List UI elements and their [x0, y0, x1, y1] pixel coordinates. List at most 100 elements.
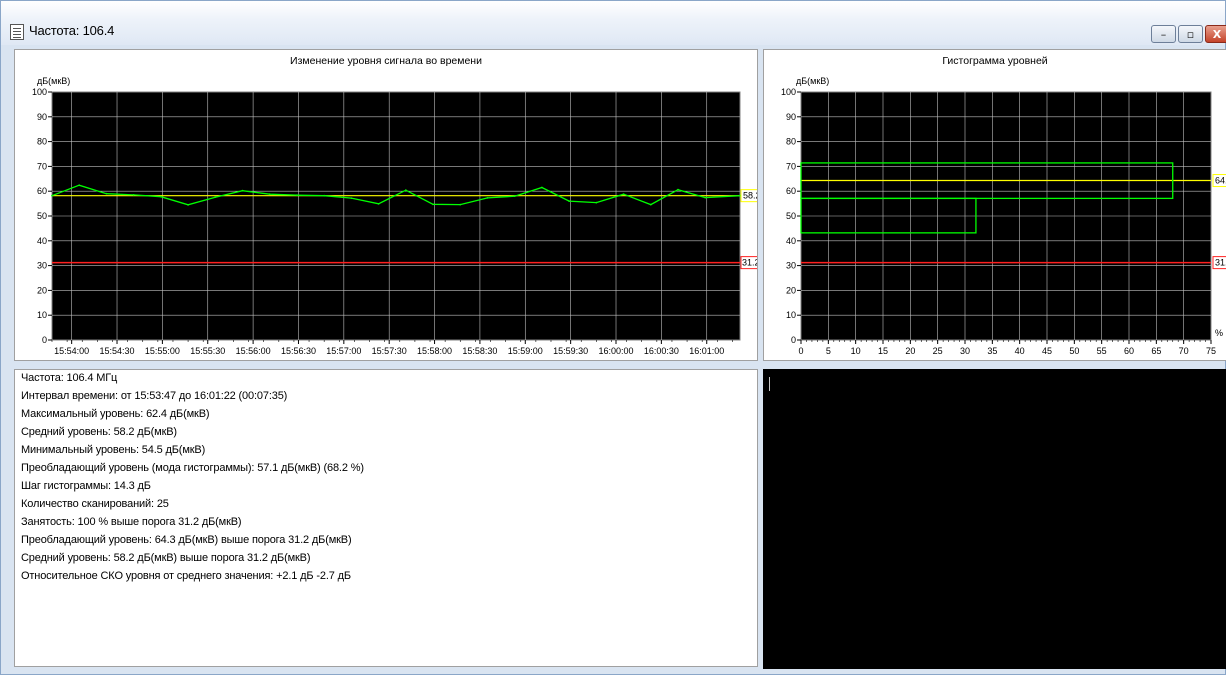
time-x-tick-label: 16:00:30	[644, 346, 679, 356]
hist-threshold-label: 31.2	[1215, 258, 1226, 268]
histogram-title: Гистограмма уровней	[942, 55, 1048, 67]
hist-x-unit: %	[1215, 328, 1223, 338]
time-x-tick-label: 16:00:00	[598, 346, 633, 356]
signal-level-point	[432, 203, 434, 206]
signal-level-point	[350, 197, 353, 200]
close-button[interactable]: X	[1205, 25, 1226, 43]
time-x-tick-label: 15:56:00	[236, 346, 271, 356]
hist-y-tick-label: 100	[781, 87, 796, 97]
signal-level-point	[739, 194, 741, 197]
hist-y-tick-label: 60	[786, 186, 796, 196]
time-y-tick-label: 90	[37, 112, 47, 122]
time-x-tick-label: 15:55:00	[145, 346, 180, 356]
info-mode-level: Преобладающий уровень (мода гистограммы)…	[21, 462, 364, 474]
average-label-box	[740, 189, 757, 203]
hist-y-tick-label: 90	[786, 112, 796, 122]
hist-y-tick-label: 80	[786, 137, 796, 147]
time-chart: 0 10 20 30 40 50 60 70 80 90 100 15:54:00 15:54:30 15…	[32, 87, 757, 356]
hist-x-tick-label: 75	[1206, 346, 1216, 356]
time-y-tick-label: 30	[37, 261, 47, 271]
time-x-tick-label: 15:58:00	[417, 346, 452, 356]
time-x-tick-label: 15:57:30	[372, 346, 407, 356]
hist-x-tick-label: 35	[987, 346, 997, 356]
signal-level-point	[187, 203, 189, 206]
signal-level-point	[78, 184, 81, 187]
time-x-tick-label: 16:01:00	[689, 346, 724, 356]
hist-y-tick-label: 50	[786, 211, 796, 221]
time-y-tick-label: 80	[37, 137, 47, 147]
histogram-panel: Гистограмма уровней дБ(мкВ) 0 10 20 30 40 50 6…	[763, 49, 1226, 361]
info-hist-step: Шаг гистограммы: 14.3 дБ	[21, 480, 151, 492]
time-y-tick-label: 50	[37, 211, 47, 221]
hist-y-tick-label: 70	[786, 161, 796, 171]
time-x-tick-label: 15:55:30	[190, 346, 225, 356]
signal-level-point	[214, 196, 217, 199]
info-occupancy: Занятость: 100 % выше порога 31.2 дБ(мкВ…	[21, 516, 242, 528]
signal-level-point	[568, 200, 571, 203]
hist-x-tick-label: 50	[1069, 346, 1079, 356]
threshold-label-box	[740, 256, 757, 270]
signal-level-point	[677, 188, 679, 191]
time-chart-title: Изменение уровня сигнала во времени	[290, 55, 482, 67]
hist-y-tick-label: 20	[786, 285, 796, 295]
hist-x-tick-label: 40	[1015, 346, 1025, 356]
info-max-level: Максимальный уровень: 62.4 дБ(мкВ)	[21, 408, 210, 420]
info-frequency: Частота: 106.4 МГц	[21, 372, 118, 384]
hist-x-tick-label: 45	[1042, 346, 1052, 356]
hist-x-tick-label: 60	[1124, 346, 1134, 356]
signal-level-point	[377, 202, 380, 205]
time-y-tick-label: 40	[37, 236, 47, 246]
time-x-tick-label: 15:59:30	[553, 346, 588, 356]
histogram-bin	[800, 162, 1174, 200]
hist-threshold-label-box	[1212, 256, 1226, 270]
info-min-level: Минимальный уровень: 54.5 дБ(мкВ)	[21, 444, 206, 456]
signal-level-point	[296, 194, 298, 197]
output-console[interactable]	[763, 369, 1226, 669]
hist-x-tick-label: 10	[851, 346, 861, 356]
hist-x-tick-label: 55	[1097, 346, 1107, 356]
time-y-tick-label: 60	[37, 186, 47, 196]
hist-y-tick-label: 10	[786, 310, 796, 320]
signal-level-point	[268, 193, 271, 196]
text-cursor	[769, 377, 770, 391]
time-x-tick-label: 15:57:00	[326, 346, 361, 356]
info-time-interval: Интервал времени: от 15:53:47 до 16:01:2…	[21, 390, 288, 402]
hist-x-tick-label: 25	[933, 346, 943, 356]
signal-level-point	[132, 194, 135, 196]
time-y-tick-label: 70	[37, 161, 47, 171]
signal-level-point	[323, 194, 326, 197]
time-chart-panel: Изменение уровня сигнала во времени дБ(м…	[14, 49, 758, 361]
hist-x-tick-label: 15	[878, 346, 888, 356]
signal-level-point	[513, 195, 516, 198]
histogram-y-unit: дБ(мкВ)	[796, 76, 830, 86]
histogram-chart: 0 10 20 30 40 50 60 70 80 90 100 0 5 10 15 20 25 30 35 40 45…	[781, 87, 1226, 356]
hist-average-label-box	[1212, 174, 1226, 188]
statistics-panel: Частота: 106.4 МГц Интервал времени: от …	[14, 369, 758, 667]
time-y-tick-label: 10	[37, 310, 47, 320]
time-x-tick-label: 15:59:00	[508, 346, 543, 356]
hist-x-tick-label: 30	[960, 346, 970, 356]
hist-y-tick-label: 0	[791, 335, 796, 345]
signal-level-point	[486, 196, 489, 199]
title-bar[interactable]: Частота: 106.4 – ▫ X	[1, 1, 1226, 45]
time-x-tick-label: 15:56:30	[281, 346, 316, 356]
document-icon	[10, 24, 24, 40]
time-x-tick-label: 15:58:30	[462, 346, 497, 356]
threshold-label: 31.20	[742, 258, 757, 268]
info-avg-above-threshold: Средний уровень: 58.2 дБ(мкВ) выше порог…	[21, 552, 311, 564]
signal-level-point	[51, 194, 53, 197]
average-label: 58.2	[743, 191, 757, 201]
time-y-tick-label: 20	[37, 285, 47, 295]
signal-level-series	[51, 184, 741, 206]
info-relative-sko: Относительное СКО уровня от среднего зна…	[21, 570, 351, 582]
hist-x-tick-label: 20	[905, 346, 915, 356]
time-y-tick-label: 100	[32, 87, 47, 97]
maximize-button[interactable]: ▫	[1178, 25, 1203, 43]
signal-level-point	[622, 193, 625, 196]
signal-level-point	[541, 186, 543, 189]
hist-y-tick-label: 40	[786, 236, 796, 246]
window-title: Частота: 106.4	[29, 23, 115, 38]
minimize-button[interactable]: –	[1151, 25, 1176, 43]
time-x-tick-label: 15:54:00	[54, 346, 89, 356]
